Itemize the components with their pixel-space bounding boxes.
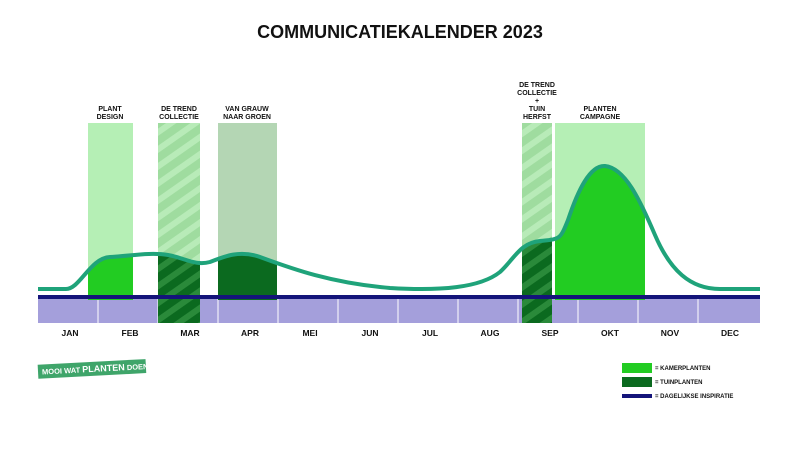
legend-swatch [622,377,652,387]
campaign-label: HERFST [523,114,552,121]
legend-label: = TUINPLANTEN [655,380,703,386]
month-label: OKT [601,328,620,338]
month-label: AUG [481,328,500,338]
campaign-label: COLLECTIE [159,114,199,121]
campaign-label: CAMPAGNE [580,114,621,121]
campaign-label: VAN GRAUW [225,106,269,113]
month-label: MAR [180,328,199,338]
title: COMMUNICATIEKALENDER 2023 [257,22,543,42]
campaign-label: DE TREND [161,106,197,113]
campaign-label: DE TREND [519,82,555,89]
legend-swatch [622,363,652,373]
month-label: SEP [541,328,558,338]
logo-text: MOOI WAT PLANTEN DOEN .nl [42,360,157,376]
campaign-label: + [535,98,539,105]
legend-label: = KAMERPLANTEN [655,366,711,372]
campaign-label: PLANT [98,106,122,113]
curve [38,164,760,291]
block-base [522,297,552,323]
legend-label: = DAGELIJKSE INSPIRATIE [655,394,733,400]
logo-c: DOEN [127,362,149,372]
campaign-label: COLLECTIE [517,90,557,97]
month-label: JAN [61,328,78,338]
logo-a: MOOI WAT [42,365,81,376]
month-label: NOV [661,328,680,338]
campaign-label: TUIN [529,106,545,113]
month-label: JUN [361,328,378,338]
logo-suffix: .nl [150,364,157,370]
month-label: DEC [721,328,739,338]
campaign-label: DESIGN [97,114,124,121]
month-label: FEB [122,328,139,338]
logo: MOOI WAT PLANTEN DOEN .nl [37,359,157,379]
logo-bg [37,359,147,379]
block-base [158,297,200,323]
month-band [38,297,760,323]
month-label: MEI [302,328,317,338]
month-label: APR [241,328,259,338]
campaign-label: NAAR GROEN [223,114,271,121]
month-label: JUL [422,328,438,338]
logo-b: PLANTEN [82,362,125,374]
campaign-label: PLANTEN [583,106,616,113]
